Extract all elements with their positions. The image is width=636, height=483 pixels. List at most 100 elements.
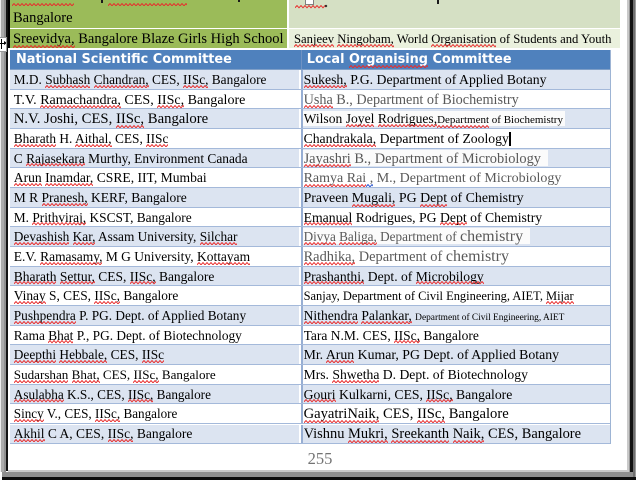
column-divider[interactable]: [301, 384, 303, 405]
text-segment: Organising: [348, 51, 428, 67]
cut-squiggle-3: [295, 5, 327, 9]
cell-local[interactable]: Vishnu Mukri, Sreekanth Naik, CES, Banga…: [302, 425, 610, 443]
column-divider[interactable]: [301, 305, 303, 326]
text-segment: Sanjeev: [294, 32, 335, 47]
green-cell-school-right[interactable]: Sanjeev Ningobam, World Organisation of …: [289, 29, 620, 49]
table-row: Sudarshan Bhat, CES, IISc, Bangalore Mrs.…: [10, 364, 612, 385]
column-gap: [298, 168, 302, 187]
column-divider[interactable]: [301, 227, 303, 247]
row-border: [10, 304, 612, 306]
cell-national[interactable]: Vinay S, CES, IISc, Bangalore: [10, 286, 299, 305]
cell-local[interactable]: GayatriNaik, CES, IISc, Bangalore: [302, 404, 610, 423]
green-cell-partial-left[interactable]: Bangalore: [10, 0, 287, 29]
text-segment: CES,: [99, 366, 134, 382]
cell-local-text: Emanual Rodrigues, PG Dept of Chemistry: [304, 208, 610, 227]
column-gap: [298, 89, 302, 109]
cell-local[interactable]: Gouri Kulkarni, CES, IISc, Bangalore: [302, 384, 610, 404]
green-cell-school-left[interactable]: Sreevidya, Bangalore Blaze Girls High Sc…: [10, 29, 287, 49]
partial-text-line2: Bangalore: [12, 10, 73, 27]
cell-local[interactable]: Sukesh, P.G. Department of Applied Botan…: [302, 70, 610, 89]
column-divider[interactable]: [301, 109, 303, 129]
cell-local[interactable]: Tara N.M. CES, IISc, Bangalore: [302, 325, 610, 345]
cell-local-text: Praveen Mugali, PG Dept of Chemistry: [304, 188, 610, 207]
text-segment: Praveen: [303, 190, 352, 206]
cell-national[interactable]: T.V. Ramachandra, CES, IISc, Bangalore: [10, 89, 299, 109]
cell-national[interactable]: Devashish Kar, Assam University, Silchar: [10, 227, 299, 246]
cell-national[interactable]: Rama Bhat P., PG. Dept. of Biotechnology: [10, 325, 299, 345]
column-divider[interactable]: [301, 128, 303, 149]
cell-national[interactable]: Bharath H. Aithal, CES, IISc: [10, 128, 299, 148]
text-segment: M G University,: [102, 248, 197, 264]
table-row: N.V. Joshi, CES, IISc, Bangalore Wilson J…: [10, 109, 612, 129]
cell-local[interactable]: Mr. Arun Kumar, PG Dept. of Applied Bota…: [302, 345, 610, 364]
text-segment: Radhika,: [303, 248, 356, 265]
cell-local[interactable]: Wilson Joyel Rodrigues,Department of Bio…: [302, 109, 610, 128]
text-segment: CES, Bangalore: [484, 426, 582, 443]
column-divider[interactable]: [301, 404, 303, 424]
text-segment: CSRE, IIT, Mumbai: [93, 170, 207, 186]
cell-local[interactable]: Nithendra Palankar, Department of Civil …: [302, 305, 610, 325]
text-segment: Rodrigues,: [377, 111, 438, 127]
text-segment: Hebbale,: [59, 347, 108, 363]
column-divider[interactable]: [301, 325, 303, 346]
spelling-squiggle: [12, 2, 75, 7]
column-divider[interactable]: [301, 148, 303, 169]
column-gap: [298, 148, 302, 168]
table-row: M. Prithviraj, KSCST, Bangalore Emanual R…: [10, 207, 612, 228]
cell-local[interactable]: Ramya Rai , M., Department of Microbiolo…: [302, 168, 610, 187]
column-divider[interactable]: [301, 168, 303, 188]
column-divider[interactable]: [301, 70, 303, 90]
cell-national[interactable]: Akhil C A, CES, IISc, Bangalore: [10, 425, 299, 443]
text-segment: IISc,: [133, 366, 159, 382]
cell-local[interactable]: Chandrakala, Department of Zoology: [302, 128, 610, 148]
school-right-text: Sanjeev Ningobam, World Organisation of …: [294, 29, 620, 48]
cell-local[interactable]: Sanjay, Department of Civil Engineering,…: [302, 286, 610, 305]
column-divider[interactable]: [301, 187, 303, 208]
text-segment: T.V.: [13, 91, 41, 108]
cell-local[interactable]: Mrs. Shwetha D. Dept. of Biotechnology: [302, 364, 610, 384]
cell-national-text: Akhil C A, CES, IISc, Bangalore: [14, 425, 299, 442]
cell-local[interactable]: Praveen Mugali, PG Dept of Chemistry: [302, 187, 610, 207]
cell-national[interactable]: M R Pranesh, KERF, Bangalore: [10, 187, 299, 207]
table-row: Arun Inamdar, CSRE, IIT, Mumbai Ramya Rai…: [10, 168, 612, 188]
column-divider[interactable]: [301, 266, 303, 287]
column-divider[interactable]: [301, 286, 303, 306]
cell-local-text: GayatriNaik, CES, IISc, Bangalore: [304, 404, 610, 423]
cell-local[interactable]: Jayashri B., Department of Microbiology: [302, 148, 610, 168]
cell-local[interactable]: Prashanthi, Dept. of Microbilogy: [302, 266, 610, 286]
cell-national[interactable]: Sincy V., CES, IISc, Bangalore: [10, 404, 299, 423]
cell-national[interactable]: Pushpendra P. PG. Dept. of Applied Botan…: [10, 305, 299, 325]
column-divider[interactable]: [301, 246, 303, 267]
text-segment: Mijar: [546, 289, 574, 304]
cell-national[interactable]: Arun Inamdar, CSRE, IIT, Mumbai: [10, 168, 299, 187]
cell-national[interactable]: C Rajasekara Murthy, Environment Canada: [10, 148, 299, 168]
cell-national[interactable]: Bharath Settur, CES, IISc, Bangalore: [10, 266, 299, 286]
cell-local[interactable]: Radhika, Department of chemistry: [302, 246, 610, 266]
row-border: [10, 88, 612, 90]
column-divider[interactable]: [301, 207, 303, 228]
cell-national[interactable]: N.V. Joshi, CES, IISc, Bangalore: [10, 109, 299, 128]
cell-national[interactable]: E.V. Ramasamy, M G University, Kottayam: [10, 246, 299, 266]
cell-national-text: Asulabha K.S., CES, IISc, Bangalore: [14, 385, 299, 404]
column-divider[interactable]: [301, 345, 303, 365]
committee-table-header[interactable]: National Scientific Committee Local Orga…: [10, 49, 612, 70]
green-cell-partial-right[interactable]: [289, 0, 620, 29]
cell-national-text: M. Prithviraj, KSCST, Bangalore: [14, 208, 299, 227]
cell-national[interactable]: M. Prithviraj, KSCST, Bangalore: [10, 207, 299, 227]
row-border: [10, 383, 612, 385]
cell-local[interactable]: Divya Baliga, Department of chemistry: [302, 227, 610, 246]
cell-national[interactable]: Asulabha K.S., CES, IISc, Bangalore: [10, 384, 299, 404]
cut-char-remnant-2: [238, 0, 241, 2]
cell-local-text: Divya Baliga, Department of chemistry: [304, 227, 610, 246]
text-segment: Vishnu: [303, 426, 349, 443]
column-divider[interactable]: [301, 364, 303, 385]
column-divider[interactable]: [301, 89, 303, 110]
cell-national[interactable]: Deepthi Hebbale, CES, IISc: [10, 345, 299, 364]
cell-national[interactable]: Sudarshan Bhat, CES, IISc, Bangalore: [10, 364, 299, 384]
cell-national[interactable]: M.D. Subhash Chandran, CES, IISc, Bangal…: [10, 70, 299, 89]
column-divider[interactable]: [301, 425, 303, 444]
cell-local[interactable]: Emanual Rodrigues, PG Dept of Chemistry: [302, 207, 610, 227]
text-segment: Assam University,: [95, 229, 200, 245]
squiggle-path: [295, 5, 327, 9]
cell-local[interactable]: Usha B., Department of Biochemistry: [302, 89, 610, 109]
